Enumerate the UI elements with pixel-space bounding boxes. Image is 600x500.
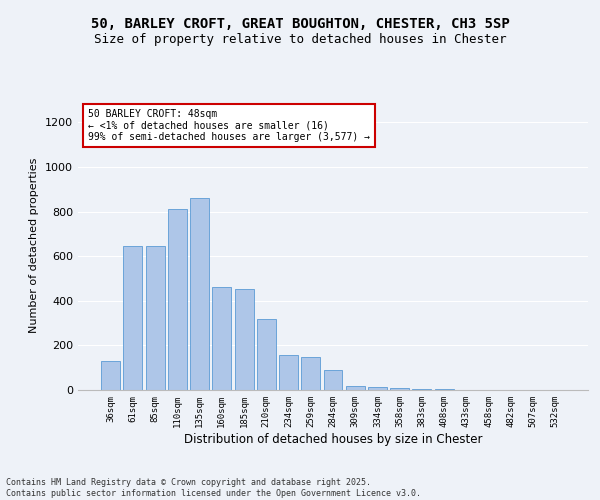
- Bar: [101, 361, 120, 390]
- Text: 50 BARLEY CROFT: 48sqm
← <1% of detached houses are smaller (16)
99% of semi-det: 50 BARLEY CROFT: 48sqm ← <1% of detached…: [88, 108, 370, 142]
- X-axis label: Distribution of detached houses by size in Chester: Distribution of detached houses by size …: [184, 432, 482, 446]
- Bar: [124, 246, 142, 390]
- Bar: [368, 386, 387, 390]
- Bar: [279, 356, 298, 390]
- Bar: [412, 389, 431, 390]
- Text: Contains HM Land Registry data © Crown copyright and database right 2025.
Contai: Contains HM Land Registry data © Crown c…: [6, 478, 421, 498]
- Bar: [146, 246, 164, 390]
- Bar: [212, 288, 231, 390]
- Bar: [390, 388, 409, 390]
- Bar: [301, 356, 320, 390]
- Text: 50, BARLEY CROFT, GREAT BOUGHTON, CHESTER, CH3 5SP: 50, BARLEY CROFT, GREAT BOUGHTON, CHESTE…: [91, 18, 509, 32]
- Bar: [257, 318, 276, 390]
- Bar: [168, 210, 187, 390]
- Bar: [190, 198, 209, 390]
- Bar: [235, 288, 254, 390]
- Bar: [346, 386, 365, 390]
- Text: Size of property relative to detached houses in Chester: Size of property relative to detached ho…: [94, 32, 506, 46]
- Y-axis label: Number of detached properties: Number of detached properties: [29, 158, 40, 332]
- Bar: [323, 370, 343, 390]
